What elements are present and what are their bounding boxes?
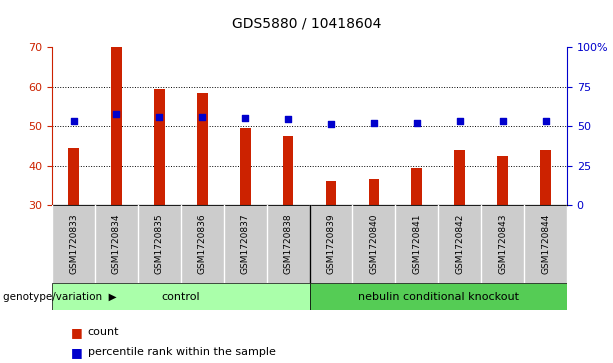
Text: count: count (88, 327, 119, 337)
Text: GSM1720839: GSM1720839 (327, 214, 335, 274)
Bar (197, 93, 208, 205)
Text: GSM1720841: GSM1720841 (413, 214, 421, 274)
Bar (68, 148, 79, 205)
Text: GDS5880 / 10418604: GDS5880 / 10418604 (232, 17, 381, 30)
Point (197, 114, 207, 119)
Bar (368, 179, 379, 205)
Bar (154, 89, 165, 205)
Text: GSM1720843: GSM1720843 (498, 214, 507, 274)
Text: GSM1720844: GSM1720844 (541, 214, 550, 274)
Bar (326, 182, 337, 205)
Text: GSM1720842: GSM1720842 (455, 214, 464, 274)
Point (412, 120, 422, 126)
Text: control: control (161, 292, 200, 302)
Bar (497, 156, 508, 205)
Point (541, 118, 550, 123)
Bar (240, 128, 251, 205)
Text: genotype/variation  ▶: genotype/variation ▶ (3, 292, 116, 302)
Text: percentile rank within the sample: percentile rank within the sample (88, 347, 275, 357)
Bar (540, 150, 551, 205)
Point (112, 111, 121, 117)
Bar (52, 283, 310, 310)
Bar (310, 283, 567, 310)
Text: ■: ■ (70, 326, 82, 339)
Point (283, 116, 293, 122)
Point (369, 120, 379, 126)
Text: GSM1720838: GSM1720838 (284, 214, 292, 274)
Point (498, 118, 508, 124)
Point (326, 121, 336, 127)
Text: GSM1720840: GSM1720840 (370, 214, 378, 274)
Text: GSM1720833: GSM1720833 (69, 214, 78, 274)
Point (240, 115, 250, 121)
Bar (454, 150, 465, 205)
Bar (283, 136, 294, 205)
Text: GSM1720836: GSM1720836 (198, 214, 207, 274)
Point (455, 118, 465, 123)
Text: GSM1720837: GSM1720837 (241, 214, 249, 274)
Bar (411, 168, 422, 205)
Text: GSM1720835: GSM1720835 (155, 214, 164, 274)
Text: ■: ■ (70, 346, 82, 359)
Bar (111, 45, 122, 205)
Text: GSM1720834: GSM1720834 (112, 214, 121, 274)
Point (69, 118, 78, 123)
Point (154, 114, 164, 119)
Text: nebulin conditional knockout: nebulin conditional knockout (358, 292, 519, 302)
